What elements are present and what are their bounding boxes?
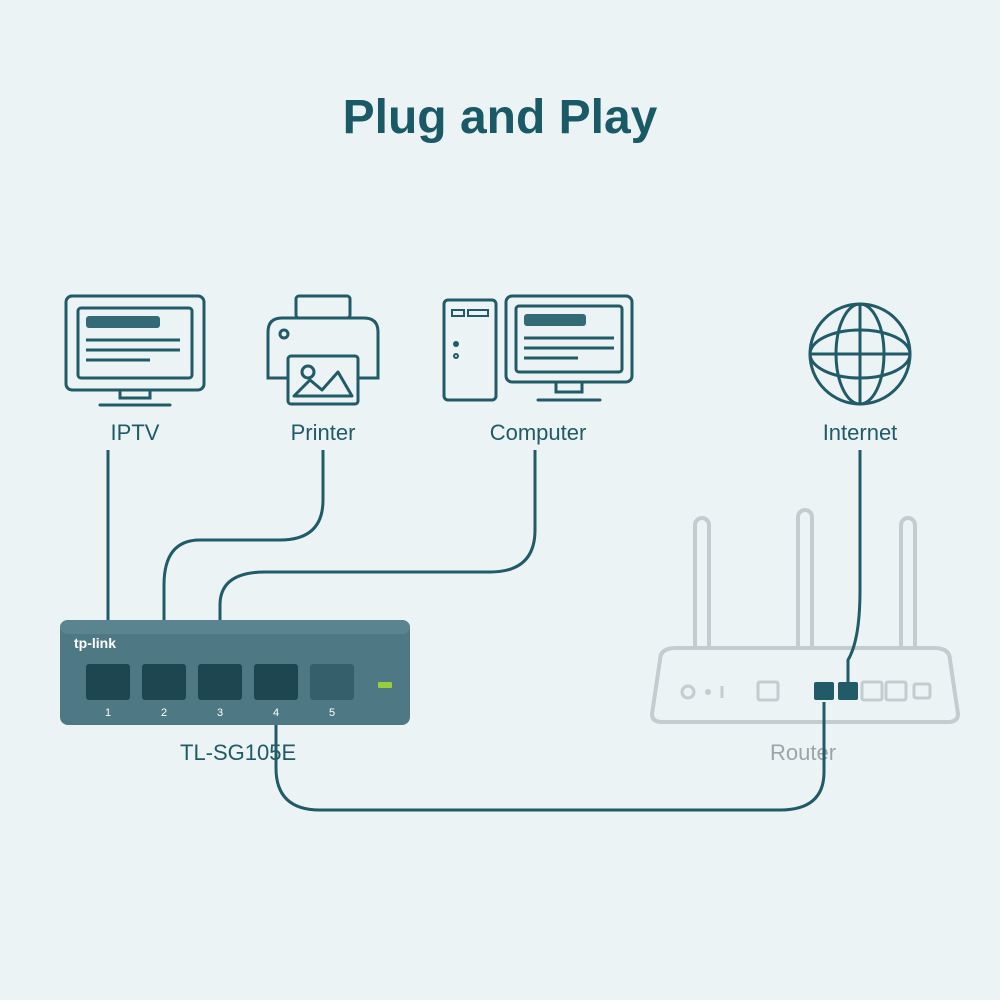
printer-icon xyxy=(258,290,388,410)
printer-label: Printer xyxy=(258,420,388,446)
svg-text:2: 2 xyxy=(161,707,167,719)
internet-label: Internet xyxy=(800,420,920,446)
cable-computer xyxy=(220,450,535,620)
svg-text:1: 1 xyxy=(105,707,111,719)
cable-printer xyxy=(164,450,323,620)
iptv-label: IPTV xyxy=(60,420,210,446)
device-internet: Internet xyxy=(800,298,920,446)
computer-label: Computer xyxy=(438,420,638,446)
globe-icon xyxy=(800,298,920,410)
device-iptv: IPTV xyxy=(60,290,210,446)
computer-icon xyxy=(438,290,638,410)
router-label: Router xyxy=(770,740,836,766)
switch-model-label: TL-SG105E xyxy=(180,740,296,766)
switch-led xyxy=(378,682,392,688)
svg-text:5: 5 xyxy=(329,707,335,719)
page-title: Plug and Play xyxy=(0,90,1000,145)
svg-text:4: 4 xyxy=(273,707,279,719)
diagram-canvas: Plug and Play IPTV Printer xyxy=(0,0,1000,1000)
svg-text:3: 3 xyxy=(217,707,223,719)
router-icon xyxy=(640,500,970,730)
device-computer: Computer xyxy=(438,290,638,446)
switch-icon: tp-link 1 2 3 4 xyxy=(60,620,410,725)
switch-device: tp-link 1 2 3 4 xyxy=(60,620,410,725)
router-device xyxy=(640,500,970,730)
switch-brand: tp-link xyxy=(74,635,116,651)
tv-icon xyxy=(60,290,210,410)
device-printer: Printer xyxy=(258,290,388,446)
